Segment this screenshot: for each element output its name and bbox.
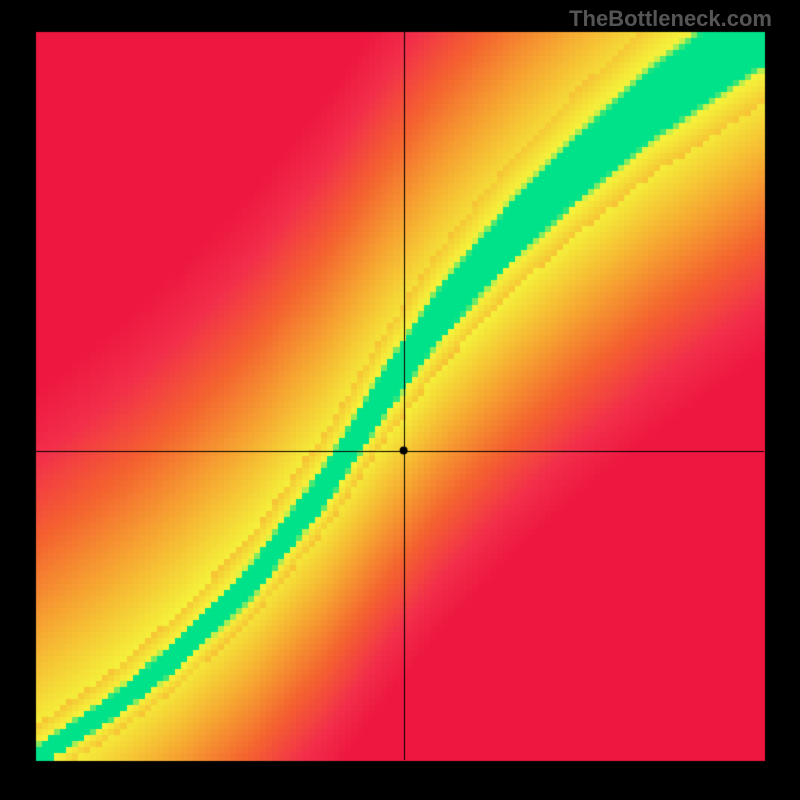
watermark-text: TheBottleneck.com bbox=[569, 6, 772, 32]
heatmap-canvas bbox=[0, 0, 800, 800]
